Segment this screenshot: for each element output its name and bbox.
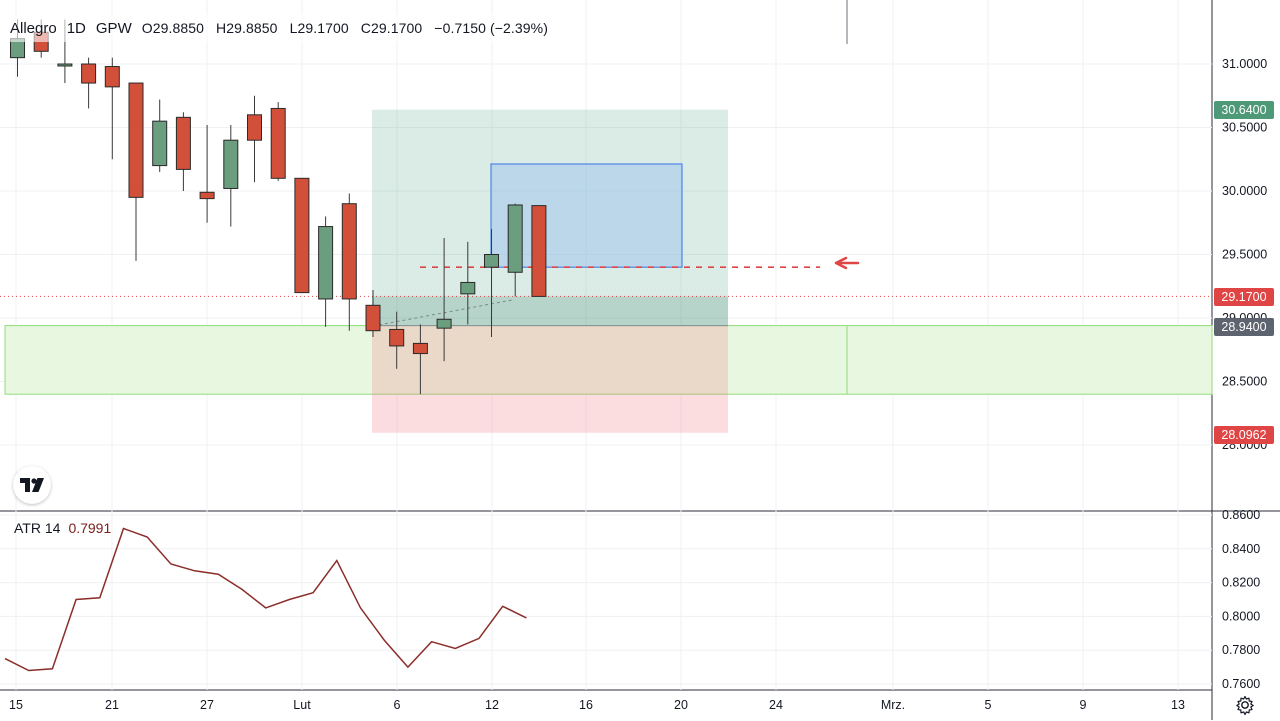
candle-body (270, 107, 286, 179)
price-axis-label: 28.5000 (1222, 375, 1267, 389)
candle-body (531, 205, 547, 297)
candle (531, 205, 547, 297)
long-position-open-pnl (372, 296, 728, 326)
candle-body (436, 318, 452, 329)
candle (247, 95, 262, 183)
stop-price-tag: 28.0962 (1214, 426, 1274, 444)
time-axis-label: 20 (674, 698, 688, 712)
candle-body (81, 63, 97, 84)
candle (460, 241, 476, 325)
candle-body (247, 114, 262, 141)
time-axis-label: 21 (105, 698, 119, 712)
atr-value: 0.7991 (68, 520, 112, 536)
price-axis-label: 30.5000 (1222, 121, 1267, 135)
atr-legend[interactable]: ATR 14 0.7991 (14, 520, 111, 536)
candle (389, 311, 405, 369)
candle-body (412, 342, 428, 355)
candle (318, 216, 334, 327)
time-axis-label: 16 (579, 698, 593, 712)
time-axis-label: 15 (9, 698, 23, 712)
candle (412, 324, 428, 395)
atr-axis-label: 0.8400 (1222, 542, 1260, 556)
time-axis-label: Lut (293, 698, 311, 712)
long-position-profit-zone (372, 109, 728, 326)
entry-price-tag: 28.9400 (1214, 318, 1274, 336)
price-axis-label: 30.0000 (1222, 184, 1267, 198)
candle-body (57, 63, 73, 67)
tradingview-logo-icon[interactable] (13, 466, 51, 504)
price-axis-label: 29.5000 (1222, 248, 1267, 262)
support-zone (4, 325, 1213, 395)
candle-body (341, 203, 357, 300)
symbol-name[interactable]: Allegro (10, 19, 57, 37)
time-axis-label: 5 (985, 698, 992, 712)
atr-axis-label: 0.7600 (1222, 677, 1260, 691)
timeframe-label[interactable]: 1D (66, 19, 86, 37)
atr-axis-label: 0.8200 (1222, 576, 1260, 590)
candle-body (507, 204, 523, 273)
price-axis-label: 31.0000 (1222, 57, 1267, 71)
forecast-box (490, 163, 683, 268)
candle (152, 99, 168, 172)
candle (223, 124, 239, 227)
candle-body (460, 281, 476, 295)
candle (270, 102, 286, 181)
candle-body (484, 254, 499, 268)
candle (365, 290, 381, 338)
atr-title: ATR 14 (14, 520, 61, 536)
time-axis-label: 12 (485, 698, 499, 712)
open-value: O29.8850 (141, 20, 205, 36)
change-value: −0.7150 (−2.39%) (434, 20, 548, 36)
candle-body (175, 116, 191, 170)
time-axis-label: 24 (769, 698, 783, 712)
atr-axis-label: 0.8000 (1222, 609, 1260, 623)
candle (199, 124, 215, 223)
atr-axis-label: 0.7800 (1222, 643, 1260, 657)
gear-icon[interactable] (1234, 694, 1256, 716)
candle-body (294, 177, 310, 294)
exchange-label: GPW (95, 19, 132, 37)
symbol-header[interactable]: Allegro 1D GPW O29.8850 H29.8850 L29.170… (6, 14, 560, 42)
candle-body (199, 191, 215, 200)
candle-body (389, 328, 405, 347)
current-price-tag: 29.1700 (1214, 288, 1274, 306)
candle (294, 177, 310, 294)
time-axis-label: 13 (1171, 698, 1185, 712)
time-axis-label: Mrz. (881, 698, 905, 712)
candle-body (128, 82, 144, 198)
target-price-tag: 30.6400 (1214, 101, 1274, 119)
time-axis-label: 27 (200, 698, 214, 712)
candle (104, 57, 120, 160)
candle-body (152, 120, 168, 167)
candle (507, 203, 523, 297)
candle (175, 112, 191, 191)
time-axis-label: 6 (394, 698, 401, 712)
time-axis-label: 9 (1080, 698, 1087, 712)
close-value: C29.1700 (360, 20, 423, 36)
long-position-loss-zone (372, 325, 728, 433)
candle-body (318, 226, 334, 300)
candle (341, 193, 357, 331)
high-value: H29.8850 (216, 20, 278, 36)
atr-line (4, 527, 527, 672)
atr-axis-label: 0.8600 (1222, 508, 1260, 522)
candle (436, 237, 452, 362)
candle (484, 229, 499, 338)
candle (81, 57, 97, 109)
ohlc-readout: O29.8850 H29.8850 L29.1700 C29.1700 −0.7… (142, 20, 556, 36)
low-value: L29.1700 (289, 20, 349, 36)
arrow-left-icon (834, 256, 860, 270)
candle (128, 82, 144, 261)
candle-body (223, 139, 239, 189)
candle-body (365, 304, 381, 332)
candle-body (104, 66, 120, 88)
